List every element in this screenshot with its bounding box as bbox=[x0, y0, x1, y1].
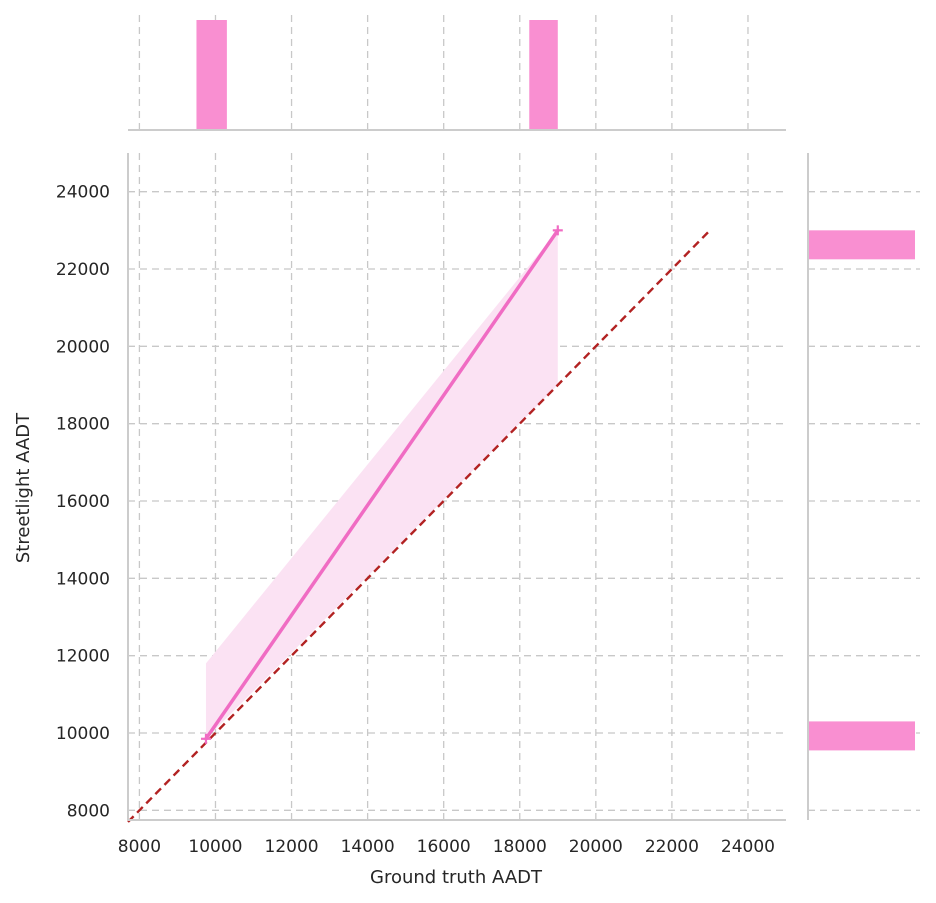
x-axis-label: Ground truth AADT bbox=[370, 867, 543, 888]
y-tick-label-3: 14000 bbox=[56, 569, 110, 589]
y-tick-label-0: 8000 bbox=[67, 801, 110, 821]
y-tick-label-2: 12000 bbox=[56, 647, 110, 667]
x-tick-label-2: 12000 bbox=[265, 837, 319, 857]
grid bbox=[128, 15, 920, 820]
x-tick-label-0: 8000 bbox=[118, 837, 161, 857]
x-tick-label-6: 20000 bbox=[569, 837, 623, 857]
regression-line bbox=[204, 228, 560, 741]
points-layer bbox=[200, 225, 563, 744]
reference-line bbox=[127, 229, 711, 823]
top-histogram-bar-1 bbox=[529, 20, 558, 130]
lines-layer bbox=[127, 228, 711, 823]
axes-spines bbox=[127, 129, 809, 821]
x-tick-label-8: 24000 bbox=[721, 837, 775, 857]
marginal-histograms bbox=[196, 20, 915, 751]
y-tick-label-8: 24000 bbox=[56, 183, 110, 203]
x-tick-label-4: 16000 bbox=[417, 837, 471, 857]
data-point-0 bbox=[200, 733, 211, 744]
y-tick-label-4: 16000 bbox=[56, 492, 110, 512]
x-tick-label-7: 22000 bbox=[645, 837, 699, 857]
y-tick-label-5: 18000 bbox=[56, 415, 110, 435]
data-point-1 bbox=[552, 225, 563, 236]
x-tick-label-5: 18000 bbox=[493, 837, 547, 857]
right-histogram-bar-1 bbox=[808, 230, 915, 260]
right-histogram-bar-0 bbox=[808, 721, 915, 751]
x-tick-label-1: 10000 bbox=[188, 837, 242, 857]
y-axis-label: Streetlight AADT bbox=[13, 412, 34, 563]
tick-labels: 8000 10000 12000 14000 16000 18000 20000 22000 2… bbox=[56, 183, 775, 857]
x-tick-label-3: 14000 bbox=[341, 837, 395, 857]
y-tick-label-7: 22000 bbox=[56, 260, 110, 280]
top-histogram-bar-0 bbox=[196, 20, 227, 130]
y-tick-label-1: 10000 bbox=[56, 724, 110, 744]
y-tick-label-6: 20000 bbox=[56, 337, 110, 357]
